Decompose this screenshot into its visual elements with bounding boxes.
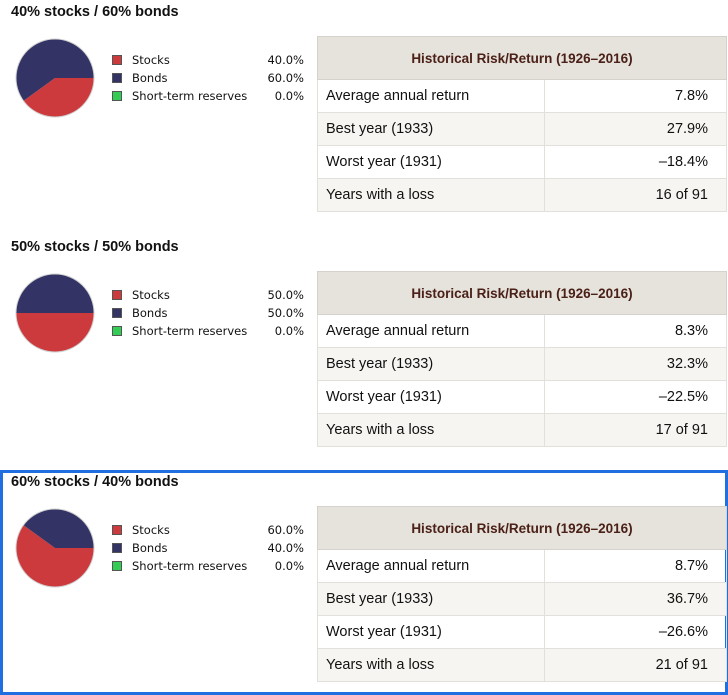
row-label: Years with a loss bbox=[317, 413, 545, 447]
pie-slice-bonds bbox=[23, 508, 95, 548]
risk-return-table: Historical Risk/Return (1926–2016) Avera… bbox=[317, 36, 727, 212]
table-row: Years with a loss 16 of 91 bbox=[317, 178, 727, 212]
pie-slice-stocks bbox=[16, 525, 95, 587]
row-label: Best year (1933) bbox=[317, 347, 545, 381]
legend-value: 0.0% bbox=[274, 559, 304, 573]
pie-outline bbox=[15, 273, 95, 353]
pie-slice-bonds bbox=[16, 39, 94, 101]
pie-chart bbox=[15, 508, 95, 588]
allocation-section-50-50: 50% stocks / 50% bonds Stocks 50.0% Bond… bbox=[0, 235, 728, 460]
table-row: Average annual return 8.3% bbox=[317, 314, 727, 348]
row-value: –18.4% bbox=[544, 145, 727, 179]
table-row: Worst year (1931) –26.6% bbox=[317, 615, 727, 649]
pie-chart bbox=[15, 273, 95, 353]
row-label: Best year (1933) bbox=[317, 582, 545, 616]
row-value: 36.7% bbox=[544, 582, 727, 616]
legend-item-stocks: Stocks 40.0% bbox=[112, 52, 304, 70]
table-row: Average annual return 7.8% bbox=[317, 79, 727, 113]
legend-value: 60.0% bbox=[267, 71, 304, 85]
legend-label: Short-term reserves bbox=[132, 559, 248, 573]
table-row: Best year (1933) 36.7% bbox=[317, 582, 727, 616]
row-label: Average annual return bbox=[317, 549, 545, 583]
legend-item-short-term-reserves: Short-term reserves 0.0% bbox=[112, 323, 304, 341]
legend-item-short-term-reserves: Short-term reserves 0.0% bbox=[112, 88, 304, 106]
pie-outline bbox=[15, 38, 95, 118]
row-label: Years with a loss bbox=[317, 648, 545, 682]
table-header: Historical Risk/Return (1926–2016) bbox=[317, 271, 727, 315]
legend-label: Bonds bbox=[132, 306, 168, 320]
row-label: Worst year (1931) bbox=[317, 380, 545, 414]
row-value: –26.6% bbox=[544, 615, 727, 649]
legend-label: Short-term reserves bbox=[132, 89, 248, 103]
legend-item-bonds: Bonds 50.0% bbox=[112, 305, 304, 323]
table-header: Historical Risk/Return (1926–2016) bbox=[317, 506, 727, 550]
row-label: Years with a loss bbox=[317, 178, 545, 212]
risk-return-table: Historical Risk/Return (1926–2016) Avera… bbox=[317, 271, 727, 447]
row-value: –22.5% bbox=[544, 380, 727, 414]
table-row: Best year (1933) 32.3% bbox=[317, 347, 727, 381]
stocks-swatch bbox=[112, 55, 122, 65]
row-value: 8.7% bbox=[544, 549, 727, 583]
pie-slice-bonds bbox=[16, 274, 94, 313]
pie-slice-stocks bbox=[16, 313, 94, 352]
legend-value: 40.0% bbox=[267, 53, 304, 67]
risk-return-table: Historical Risk/Return (1926–2016) Avera… bbox=[317, 506, 727, 682]
legend-item-bonds: Bonds 60.0% bbox=[112, 70, 304, 88]
legend-item-short-term-reserves: Short-term reserves 0.0% bbox=[112, 558, 304, 576]
section-title: 60% stocks / 40% bonds bbox=[11, 474, 179, 490]
legend: Stocks 60.0% Bonds 40.0% Short-term rese… bbox=[112, 522, 304, 576]
pie-chart bbox=[15, 38, 95, 118]
table-row: Worst year (1931) –22.5% bbox=[317, 380, 727, 414]
table-row: Best year (1933) 27.9% bbox=[317, 112, 727, 146]
legend-value: 40.0% bbox=[267, 541, 304, 555]
allocation-section-40-60: 40% stocks / 60% bonds Stocks 40.0% Bond… bbox=[0, 0, 728, 225]
table-row: Worst year (1931) –18.4% bbox=[317, 145, 727, 179]
row-value: 16 of 91 bbox=[544, 178, 727, 212]
legend-item-stocks: Stocks 60.0% bbox=[112, 522, 304, 540]
table-header: Historical Risk/Return (1926–2016) bbox=[317, 36, 727, 80]
pie-slice-stocks bbox=[23, 78, 95, 118]
short-term-reserves-swatch bbox=[112, 326, 122, 336]
bonds-swatch bbox=[112, 308, 122, 318]
section-title: 50% stocks / 50% bonds bbox=[11, 239, 179, 255]
row-value: 8.3% bbox=[544, 314, 727, 348]
legend: Stocks 50.0% Bonds 50.0% Short-term rese… bbox=[112, 287, 304, 341]
bonds-swatch bbox=[112, 543, 122, 553]
legend-item-bonds: Bonds 40.0% bbox=[112, 540, 304, 558]
bonds-swatch bbox=[112, 73, 122, 83]
row-label: Average annual return bbox=[317, 314, 545, 348]
row-value: 27.9% bbox=[544, 112, 727, 146]
stocks-swatch bbox=[112, 525, 122, 535]
row-label: Best year (1933) bbox=[317, 112, 545, 146]
row-value: 21 of 91 bbox=[544, 648, 727, 682]
row-label: Worst year (1931) bbox=[317, 615, 545, 649]
short-term-reserves-swatch bbox=[112, 561, 122, 571]
legend-label: Stocks bbox=[132, 523, 170, 537]
row-value: 7.8% bbox=[544, 79, 727, 113]
row-label: Average annual return bbox=[317, 79, 545, 113]
legend-value: 50.0% bbox=[267, 306, 304, 320]
row-label: Worst year (1931) bbox=[317, 145, 545, 179]
pie-outline bbox=[15, 508, 95, 588]
legend-label: Short-term reserves bbox=[132, 324, 248, 338]
table-row: Years with a loss 21 of 91 bbox=[317, 648, 727, 682]
legend-value: 60.0% bbox=[267, 523, 304, 537]
legend-label: Bonds bbox=[132, 71, 168, 85]
short-term-reserves-swatch bbox=[112, 91, 122, 101]
legend-value: 0.0% bbox=[274, 324, 304, 338]
stocks-swatch bbox=[112, 290, 122, 300]
legend-value: 50.0% bbox=[267, 288, 304, 302]
legend: Stocks 40.0% Bonds 60.0% Short-term rese… bbox=[112, 52, 304, 106]
legend-value: 0.0% bbox=[274, 89, 304, 103]
table-row: Average annual return 8.7% bbox=[317, 549, 727, 583]
table-row: Years with a loss 17 of 91 bbox=[317, 413, 727, 447]
allocation-section-60-40: 60% stocks / 40% bonds Stocks 60.0% Bond… bbox=[0, 470, 728, 695]
legend-item-stocks: Stocks 50.0% bbox=[112, 287, 304, 305]
legend-label: Bonds bbox=[132, 541, 168, 555]
legend-label: Stocks bbox=[132, 53, 170, 67]
legend-label: Stocks bbox=[132, 288, 170, 302]
row-value: 32.3% bbox=[544, 347, 727, 381]
row-value: 17 of 91 bbox=[544, 413, 727, 447]
section-title: 40% stocks / 60% bonds bbox=[11, 4, 179, 20]
